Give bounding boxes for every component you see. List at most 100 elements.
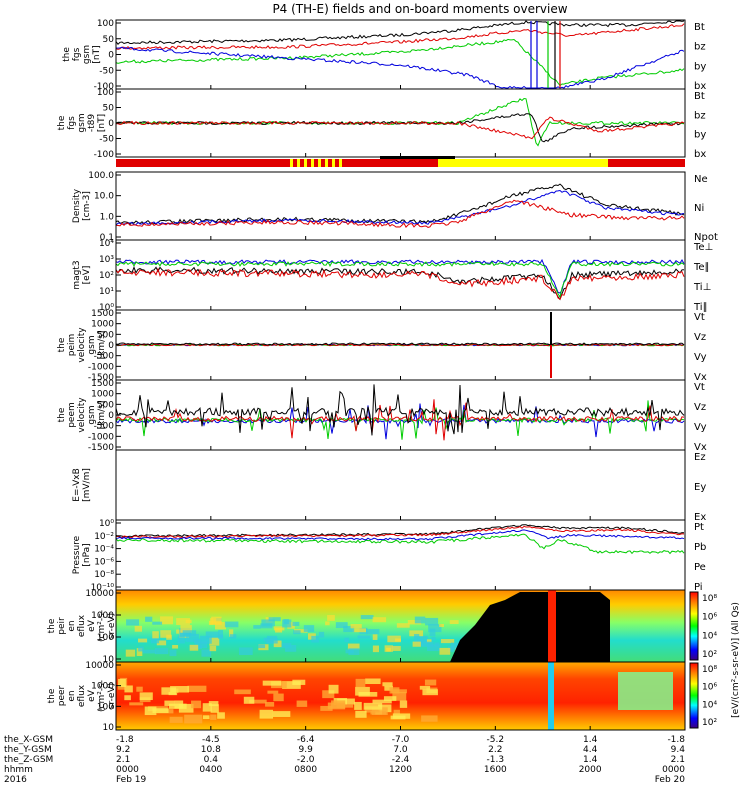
spectrogram-cell xyxy=(202,703,212,712)
y-tick-label: 1000 xyxy=(91,320,114,330)
y-tick-label: 10³ xyxy=(99,255,114,265)
y-axis-label: magt3 xyxy=(72,260,82,289)
y-axis-label: fgs xyxy=(72,47,82,61)
panel-frame-fgs xyxy=(115,19,686,90)
spectrogram-cell xyxy=(439,623,444,627)
y-tick-label: 10² xyxy=(99,271,114,281)
spectrogram-cell xyxy=(348,648,360,655)
x-row-label-2: the_Z-GSM xyxy=(4,755,53,765)
spectrogram-cell xyxy=(229,634,237,639)
x-row-value: Feb 19 xyxy=(116,775,147,785)
spectrogram-cell xyxy=(328,684,339,694)
status-bar-segment xyxy=(290,159,293,167)
spectrogram-cell xyxy=(202,715,210,720)
spectrogram-cell xyxy=(292,679,306,685)
spectrogram-cell xyxy=(209,637,220,646)
spectrogram-cell xyxy=(118,678,126,688)
spectrogram-cell xyxy=(265,701,275,707)
status-bar-segment xyxy=(339,159,342,167)
y-tick-label: 1500 xyxy=(91,379,114,389)
y-axis-label: gsm xyxy=(87,405,97,424)
y-axis-label: E=-VxB xyxy=(72,468,82,502)
legend-Ni: Ni xyxy=(694,203,704,214)
x-row-value: 0.4 xyxy=(204,755,219,765)
series-ti-perp xyxy=(115,261,685,299)
spectrogram-cell xyxy=(169,716,183,723)
spectrogram-cell xyxy=(139,692,153,701)
legend-Bt: Bt xyxy=(694,91,705,102)
legend-Npot: Npot xyxy=(694,232,718,243)
spectrogram-cell xyxy=(335,622,348,629)
spectrogram-cell xyxy=(152,708,169,714)
spectrogram-cell xyxy=(363,702,383,710)
spectrogram-cell xyxy=(384,645,393,652)
y-tick-label: 0 xyxy=(108,341,114,351)
x-row-value: 1600 xyxy=(484,765,507,775)
spectrogram-cell xyxy=(325,621,330,626)
spectrogram-cell xyxy=(160,630,172,638)
spectrogram-peer-patch xyxy=(618,672,673,710)
y-axis-label: eV xyxy=(87,619,97,632)
y-axis-label: en xyxy=(67,690,77,701)
y-tick-label: 10⁰ xyxy=(99,303,114,313)
spectrogram-cell xyxy=(439,647,451,655)
spectrogram-cell xyxy=(407,619,422,625)
y-tick-label: 1.0 xyxy=(100,212,115,222)
spectrogram-cell xyxy=(152,631,159,639)
spectrogram-cell xyxy=(320,705,333,711)
y-tick-label: 10 xyxy=(103,723,115,733)
spectrogram-cell xyxy=(429,628,436,637)
y-tick-label: 1500 xyxy=(91,309,114,319)
spectrogram-cell xyxy=(208,701,219,707)
series-pe xyxy=(115,533,685,555)
series-vt-peim xyxy=(115,342,685,346)
spectrogram-cell xyxy=(263,637,271,642)
spectrogram-cell xyxy=(372,634,378,640)
spectrogram-cell xyxy=(372,617,387,623)
legend-Pb: Pb xyxy=(694,542,706,553)
spectrogram-cell xyxy=(355,678,366,688)
spectrogram-cell xyxy=(170,686,189,693)
legend-Pt: Pt xyxy=(694,522,704,533)
colorbar-tick: 10² xyxy=(702,718,717,728)
y-axis-label: en xyxy=(67,620,77,631)
y-axis-label: eV xyxy=(87,689,97,702)
spectrogram-cell xyxy=(318,631,325,638)
spectrogram-cell xyxy=(218,630,224,638)
status-bar-segment xyxy=(325,159,328,167)
x-row-value: -4.5 xyxy=(202,735,220,745)
spectrogram-cell xyxy=(414,616,426,624)
spectrogram-cell xyxy=(422,689,438,696)
y-axis-label: [mV/m] xyxy=(82,468,92,502)
y-tick-label: 10 xyxy=(103,655,115,665)
x-row-label-3: hhmm xyxy=(4,765,33,775)
y-tick-label: 1000 xyxy=(91,611,114,621)
series-by xyxy=(115,38,685,87)
spectrogram-cell xyxy=(136,648,143,656)
y-tick-label: 10000 xyxy=(85,661,114,671)
spectrogram-cell xyxy=(292,621,300,626)
spectrogram-cell xyxy=(354,701,362,710)
y-tick-label: 50 xyxy=(103,104,115,114)
y-axis-label: [km/s] xyxy=(97,331,107,360)
x-row-value: Feb 20 xyxy=(655,775,686,785)
spectrogram-dropout xyxy=(450,592,610,662)
legend-by: by xyxy=(694,130,706,141)
spectrogram-cell xyxy=(172,645,179,649)
x-row-value: 4.4 xyxy=(583,745,598,755)
spectrogram-cell xyxy=(185,633,199,642)
x-row-value: 1.4 xyxy=(583,735,598,745)
y-tick-label: 100 xyxy=(97,633,114,643)
spectrogram-cell xyxy=(125,649,136,657)
legend-Vx: Vx xyxy=(694,442,707,453)
y-tick-label: 10¹ xyxy=(99,287,114,297)
spectrogram-cell xyxy=(293,630,301,635)
spectrogram-cell xyxy=(160,616,174,625)
colorbar-tick: 10⁴ xyxy=(702,700,717,710)
y-tick-label: -100 xyxy=(94,150,115,160)
y-axis-label: the xyxy=(47,688,57,703)
series-bz xyxy=(115,23,685,50)
spectrogram-cell xyxy=(191,700,202,709)
y-axis-label: [nPa] xyxy=(82,543,92,566)
